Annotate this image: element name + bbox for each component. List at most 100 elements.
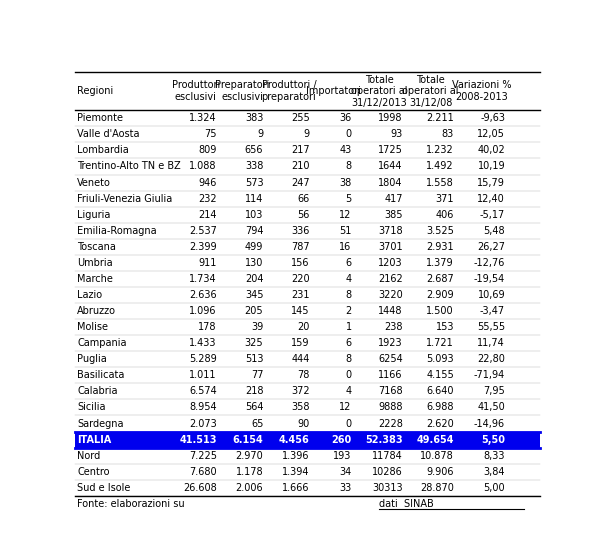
Text: 7,95: 7,95 <box>484 386 505 396</box>
Text: 10286: 10286 <box>372 467 403 477</box>
Text: -71,94: -71,94 <box>474 371 505 380</box>
Text: ITALIA: ITALIA <box>77 435 112 445</box>
Text: 4: 4 <box>346 386 352 396</box>
Text: 78: 78 <box>298 371 310 380</box>
Text: 9.906: 9.906 <box>427 467 454 477</box>
Text: 1.324: 1.324 <box>189 113 217 124</box>
Text: 1.492: 1.492 <box>427 161 454 171</box>
Text: Marche: Marche <box>77 274 113 284</box>
Text: 656: 656 <box>245 145 263 155</box>
Text: 30313: 30313 <box>372 483 403 493</box>
Text: 1.500: 1.500 <box>427 306 454 316</box>
Text: Puglia: Puglia <box>77 354 107 364</box>
Text: 2.620: 2.620 <box>426 418 454 429</box>
Text: 2.636: 2.636 <box>189 290 217 300</box>
Text: 93: 93 <box>391 130 403 139</box>
Text: 1.088: 1.088 <box>190 161 217 171</box>
Text: 1.096: 1.096 <box>190 306 217 316</box>
Text: 1.721: 1.721 <box>426 338 454 348</box>
Text: 2228: 2228 <box>378 418 403 429</box>
Text: Fonte: elaborazioni su: Fonte: elaborazioni su <box>77 499 188 509</box>
Text: 10,19: 10,19 <box>478 161 505 171</box>
Text: 383: 383 <box>245 113 263 124</box>
Text: Liguria: Liguria <box>77 210 111 220</box>
Text: 2.970: 2.970 <box>236 451 263 461</box>
Text: 1.379: 1.379 <box>427 258 454 268</box>
Text: 66: 66 <box>298 194 310 204</box>
Text: 345: 345 <box>245 290 263 300</box>
Text: 336: 336 <box>292 226 310 236</box>
Text: Centro: Centro <box>77 467 110 477</box>
Text: 22,80: 22,80 <box>477 354 505 364</box>
Text: 7.225: 7.225 <box>189 451 217 461</box>
Text: 2: 2 <box>346 306 352 316</box>
Text: 52.383: 52.383 <box>365 435 403 445</box>
Text: 6: 6 <box>346 258 352 268</box>
Text: 36: 36 <box>340 113 352 124</box>
Text: 41,50: 41,50 <box>478 402 505 412</box>
Text: 0: 0 <box>346 130 352 139</box>
Text: 2.073: 2.073 <box>189 418 217 429</box>
Text: 5.289: 5.289 <box>189 354 217 364</box>
Text: 2.909: 2.909 <box>427 290 454 300</box>
Text: 5,00: 5,00 <box>484 483 505 493</box>
Text: 3,84: 3,84 <box>484 467 505 477</box>
Text: 114: 114 <box>245 194 263 204</box>
Text: 1.178: 1.178 <box>236 467 263 477</box>
Text: 5,50: 5,50 <box>481 435 505 445</box>
Text: 49.654: 49.654 <box>416 435 454 445</box>
Text: 809: 809 <box>199 145 217 155</box>
Text: -12,76: -12,76 <box>474 258 505 268</box>
Text: -3,47: -3,47 <box>480 306 505 316</box>
Text: dati  SINAB: dati SINAB <box>379 499 434 509</box>
Text: 2.931: 2.931 <box>427 242 454 252</box>
Text: 5.093: 5.093 <box>427 354 454 364</box>
Text: Sicilia: Sicilia <box>77 402 106 412</box>
Text: Produttori
esclusivi: Produttori esclusivi <box>172 81 220 102</box>
Text: 1725: 1725 <box>378 145 403 155</box>
Text: Basilicata: Basilicata <box>77 371 125 380</box>
Text: 41.513: 41.513 <box>179 435 217 445</box>
Text: 1.396: 1.396 <box>283 451 310 461</box>
Text: 371: 371 <box>436 194 454 204</box>
Text: 3718: 3718 <box>378 226 403 236</box>
Text: 75: 75 <box>205 130 217 139</box>
Text: 406: 406 <box>436 210 454 220</box>
Text: -9,63: -9,63 <box>480 113 505 124</box>
Text: 358: 358 <box>292 402 310 412</box>
Text: 12,05: 12,05 <box>477 130 505 139</box>
Text: 10,69: 10,69 <box>478 290 505 300</box>
Text: Produttori /
preparatori: Produttori / preparatori <box>262 81 316 102</box>
Text: 2.537: 2.537 <box>189 226 217 236</box>
Text: 3220: 3220 <box>378 290 403 300</box>
Text: 338: 338 <box>245 161 263 171</box>
Text: 130: 130 <box>245 258 263 268</box>
Text: 8,33: 8,33 <box>484 451 505 461</box>
Text: 6254: 6254 <box>378 354 403 364</box>
Text: 15,79: 15,79 <box>477 177 505 188</box>
Text: Valle d'Aosta: Valle d'Aosta <box>77 130 140 139</box>
Text: 3.525: 3.525 <box>426 226 454 236</box>
Text: 153: 153 <box>436 322 454 332</box>
Text: 1166: 1166 <box>379 371 403 380</box>
Text: 1998: 1998 <box>379 113 403 124</box>
Text: Friuli-Venezia Giulia: Friuli-Venezia Giulia <box>77 194 173 204</box>
Text: Toscana: Toscana <box>77 242 116 252</box>
Text: Calabria: Calabria <box>77 386 118 396</box>
Text: Totale
operatori al
31/12/08: Totale operatori al 31/12/08 <box>403 75 459 108</box>
Text: 231: 231 <box>292 290 310 300</box>
Text: 372: 372 <box>291 386 310 396</box>
Text: 8: 8 <box>346 290 352 300</box>
Text: 10.878: 10.878 <box>420 451 454 461</box>
Text: 40,02: 40,02 <box>478 145 505 155</box>
Text: 7.680: 7.680 <box>189 467 217 477</box>
Text: 247: 247 <box>291 177 310 188</box>
Text: 220: 220 <box>291 274 310 284</box>
Text: 8: 8 <box>346 354 352 364</box>
Text: 1.558: 1.558 <box>426 177 454 188</box>
Text: 1644: 1644 <box>379 161 403 171</box>
Text: 9: 9 <box>304 130 310 139</box>
Text: Abruzzo: Abruzzo <box>77 306 116 316</box>
Text: 1448: 1448 <box>379 306 403 316</box>
Text: Veneto: Veneto <box>77 177 111 188</box>
